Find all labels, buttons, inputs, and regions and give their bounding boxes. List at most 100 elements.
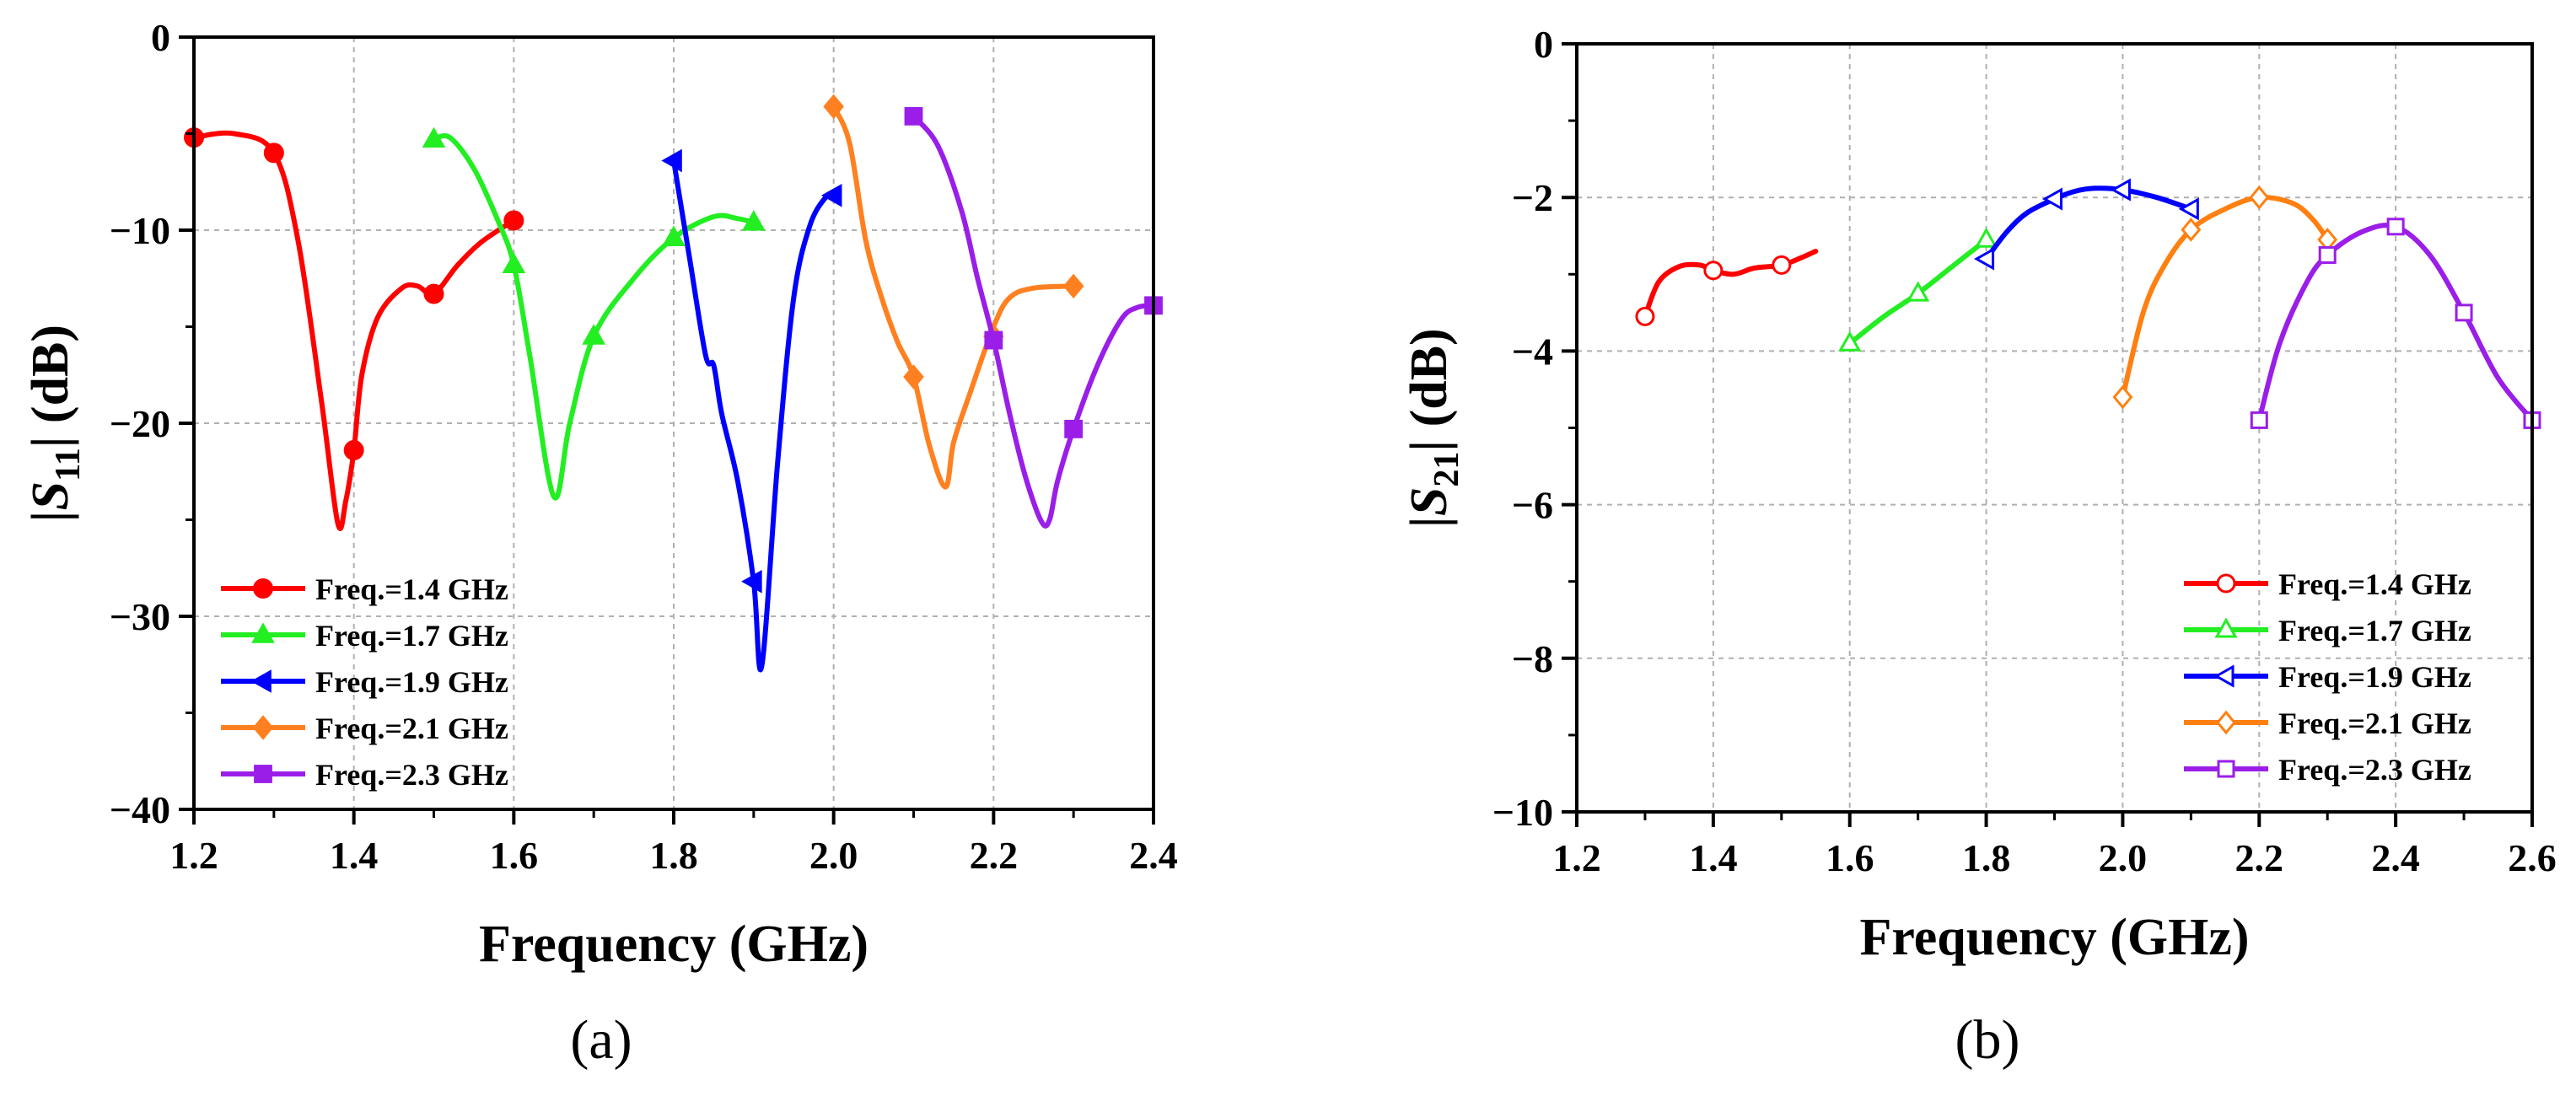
panel-b-curves bbox=[1635, 178, 2541, 429]
legend-entry: Freq.=1.7 GHz bbox=[221, 619, 508, 653]
series-curve bbox=[911, 113, 1156, 529]
data-point-marker bbox=[904, 106, 923, 126]
legend-label: Freq.=2.1 GHz bbox=[2278, 706, 2471, 740]
data-point-marker bbox=[2110, 178, 2131, 201]
data-point-marker bbox=[1635, 306, 1655, 326]
x-tick-label: 1.8 bbox=[1962, 836, 2011, 879]
x-tick-label: 1.6 bbox=[1826, 836, 1874, 879]
legend-label: Freq.=1.7 GHz bbox=[2278, 614, 2471, 647]
legend-marker bbox=[2216, 573, 2236, 594]
x-tick-label: 1.4 bbox=[330, 834, 379, 877]
y-tick-label: −6 bbox=[1512, 484, 1553, 527]
legend-marker bbox=[252, 715, 274, 740]
series-curve bbox=[1642, 249, 1819, 320]
legend-marker bbox=[2216, 710, 2236, 735]
series-curve bbox=[831, 104, 1077, 490]
y-axis-label-main: |S bbox=[22, 481, 79, 522]
legend-line-marker bbox=[2184, 710, 2268, 735]
legend-label: Freq.=1.4 GHz bbox=[2278, 567, 2471, 601]
data-point-marker bbox=[903, 364, 924, 390]
legend-entry: Freq.=2.1 GHz bbox=[221, 712, 508, 745]
panel-a-ticks bbox=[179, 35, 1155, 825]
legend-marker bbox=[254, 765, 272, 783]
series-curve bbox=[2120, 195, 2331, 400]
panel-b-x-tick-labels: 1.2 1.4 1.6 1.8 2.0 2.2 2.4 2.6 bbox=[1552, 836, 2557, 879]
x-axis-label: Frequency (GHz) bbox=[1859, 909, 2249, 966]
y-tick-label: −4 bbox=[1512, 330, 1553, 373]
panel-caption: (b) bbox=[1955, 1009, 2020, 1071]
series-curve bbox=[2256, 223, 2535, 423]
data-point-marker bbox=[984, 330, 1003, 350]
x-tick-label: 2.0 bbox=[2099, 836, 2148, 879]
data-point-marker bbox=[1062, 273, 1084, 299]
y-tick-label: −2 bbox=[1512, 176, 1553, 219]
data-point-marker bbox=[2386, 218, 2405, 236]
y-tick-label: −20 bbox=[110, 402, 170, 445]
data-point-marker bbox=[1906, 281, 1930, 302]
legend-line-marker bbox=[221, 622, 305, 643]
data-point-marker bbox=[2181, 218, 2202, 242]
panel-b-axes-frame bbox=[1575, 42, 2534, 814]
y-axis-label: |S21| (dB) bbox=[1401, 328, 1466, 527]
data-point-marker bbox=[820, 183, 842, 207]
data-point-marker bbox=[2178, 197, 2199, 221]
y-axis-label-subscript: 21 bbox=[1428, 452, 1466, 487]
data-point-marker bbox=[502, 252, 526, 274]
legend-marker bbox=[2214, 617, 2238, 638]
data-point-marker bbox=[2041, 187, 2062, 211]
panel-b-legend: Freq.=1.4 GHz Freq.=1.7 GHz Freq.=1.9 GH… bbox=[2184, 567, 2471, 787]
data-point-marker bbox=[2455, 304, 2473, 322]
y-tick-label: −10 bbox=[1492, 791, 1553, 834]
legend-line-marker bbox=[2184, 664, 2268, 688]
data-point-marker bbox=[503, 210, 524, 231]
data-point-marker bbox=[1772, 255, 1792, 275]
panel-b-y-tick-labels: 0 −2 −4 −6 −8 −10 bbox=[1492, 23, 1553, 834]
y-tick-label: −10 bbox=[110, 209, 170, 252]
legend-label: Freq.=1.9 GHz bbox=[315, 665, 508, 699]
y-axis-label-main: |S bbox=[1401, 487, 1458, 528]
data-point-marker bbox=[661, 148, 682, 173]
legend-marker bbox=[2217, 760, 2235, 778]
data-point-marker bbox=[423, 283, 444, 304]
x-tick-label: 1.2 bbox=[1552, 836, 1601, 879]
y-axis-label-tail: | (dB) bbox=[22, 325, 79, 448]
panel-a-s11-chart: 1.2 1.4 1.6 1.8 2.0 2.2 2.4 0 −10 −20 −3… bbox=[22, 16, 1178, 1071]
data-point-marker bbox=[1975, 227, 1998, 248]
legend-label: Freq.=2.1 GHz bbox=[315, 712, 508, 745]
x-tick-label: 2.2 bbox=[970, 834, 1019, 877]
series-curve bbox=[1983, 185, 2194, 262]
x-tick-label: 1.8 bbox=[649, 834, 698, 877]
legend-line-marker bbox=[2184, 617, 2268, 638]
x-tick-label: 2.0 bbox=[809, 834, 858, 877]
legend-line-marker bbox=[221, 578, 305, 599]
x-tick-label: 2.4 bbox=[2371, 836, 2420, 879]
data-point-marker bbox=[2250, 411, 2268, 429]
data-point-marker bbox=[1703, 261, 1724, 281]
panel-b-grid bbox=[1577, 44, 2532, 812]
y-tick-label: −30 bbox=[110, 595, 170, 638]
legend-entry: Freq.=1.4 GHz bbox=[221, 572, 508, 606]
y-tick-label: 0 bbox=[151, 16, 170, 59]
data-point-marker bbox=[343, 440, 364, 461]
legend-line-marker bbox=[221, 669, 305, 693]
x-tick-label: 1.4 bbox=[1689, 836, 1738, 879]
data-point-marker bbox=[263, 142, 284, 164]
panel-b-ticks bbox=[1562, 42, 2534, 827]
series-curve bbox=[431, 133, 756, 501]
legend-entry: Freq.=1.9 GHz bbox=[2184, 660, 2471, 694]
x-tick-label: 1.2 bbox=[169, 834, 218, 877]
legend-line-marker bbox=[221, 715, 305, 740]
y-axis-label-tail: | (dB) bbox=[1401, 328, 1458, 451]
legend-label: Freq.=1.7 GHz bbox=[315, 619, 508, 653]
x-tick-label: 2.6 bbox=[2508, 836, 2557, 879]
data-point-marker bbox=[1064, 419, 1084, 438]
x-tick-label: 2.4 bbox=[1129, 834, 1178, 877]
data-point-marker bbox=[2249, 185, 2270, 210]
legend-label: Freq.=2.3 GHz bbox=[315, 758, 508, 792]
legend-marker bbox=[250, 669, 272, 693]
data-point-marker bbox=[2318, 246, 2337, 265]
legend-marker bbox=[253, 578, 273, 599]
legend-entry: Freq.=1.7 GHz bbox=[2184, 614, 2471, 647]
data-point-marker bbox=[823, 94, 844, 120]
legend-entry: Freq.=2.3 GHz bbox=[2184, 753, 2471, 787]
